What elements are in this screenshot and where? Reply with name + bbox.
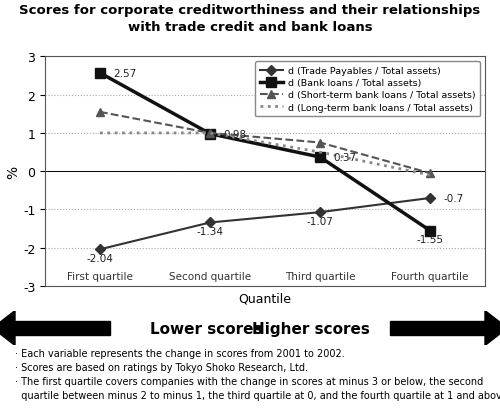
d (Bank loans / Total assets)	[207, 132, 213, 137]
d (Long-term bank loans / Total assets)	[207, 131, 213, 136]
d (Long-term bank loans / Total assets)	[427, 173, 433, 178]
Polygon shape	[485, 311, 500, 346]
Text: Scores for corporate creditworthiness and their relationships
with trade credit : Scores for corporate creditworthiness an…	[20, 4, 480, 34]
d (Trade Payables / Total assets)	[427, 196, 433, 201]
Text: -1.07: -1.07	[306, 216, 334, 226]
d (Trade Payables / Total assets)	[97, 247, 103, 252]
Text: · Scores are based on ratings by Tokyo Shoko Research, Ltd.: · Scores are based on ratings by Tokyo S…	[15, 362, 308, 372]
Line: d (Short-term bank loans / Total assets): d (Short-term bank loans / Total assets)	[96, 108, 434, 178]
d (Short-term bank loans / Total assets)	[207, 131, 213, 136]
Line: d (Trade Payables / Total assets): d (Trade Payables / Total assets)	[96, 195, 433, 253]
Text: 2.57: 2.57	[113, 69, 136, 79]
d (Trade Payables / Total assets)	[207, 220, 213, 225]
Polygon shape	[0, 311, 15, 346]
d (Long-term bank loans / Total assets)	[97, 131, 103, 136]
Text: 0.37: 0.37	[333, 153, 356, 163]
Text: 0.98: 0.98	[223, 129, 246, 139]
Y-axis label: %: %	[6, 165, 20, 178]
d (Trade Payables / Total assets)	[317, 210, 323, 215]
Text: Second quartile: Second quartile	[169, 272, 251, 282]
d (Long-term bank loans / Total assets)	[317, 150, 323, 155]
Text: Third quartile: Third quartile	[285, 272, 355, 282]
Line: d (Long-term bank loans / Total assets): d (Long-term bank loans / Total assets)	[100, 134, 430, 175]
d (Short-term bank loans / Total assets)	[317, 141, 323, 146]
Legend: d (Trade Payables / Total assets), d (Bank loans / Total assets), d (Short-term : d (Trade Payables / Total assets), d (Ba…	[255, 62, 480, 117]
d (Short-term bank loans / Total assets)	[97, 110, 103, 115]
Text: · Each variable represents the change in scores from 2001 to 2002.: · Each variable represents the change in…	[15, 348, 345, 358]
Text: -1.34: -1.34	[196, 226, 224, 236]
Text: -1.55: -1.55	[416, 234, 444, 244]
d (Bank loans / Total assets)	[317, 155, 323, 160]
Text: Higher scores: Higher scores	[252, 321, 370, 336]
Text: -2.04: -2.04	[86, 253, 114, 263]
Text: quartile between minus 2 to minus 1, the third quartile at 0, and the fourth qua: quartile between minus 2 to minus 1, the…	[15, 390, 500, 400]
Text: · The first quartile covers companies with the change in scores at minus 3 or be: · The first quartile covers companies wi…	[15, 376, 483, 386]
X-axis label: Quantile: Quantile	[238, 292, 292, 305]
d (Bank loans / Total assets)	[427, 229, 433, 234]
d (Bank loans / Total assets)	[97, 71, 103, 76]
Text: -0.7: -0.7	[443, 193, 464, 204]
Bar	[390, 321, 485, 335]
Line: d (Bank loans / Total assets): d (Bank loans / Total assets)	[95, 69, 435, 236]
Text: Fourth quartile: Fourth quartile	[392, 272, 468, 282]
d (Short-term bank loans / Total assets)	[427, 171, 433, 176]
Text: Lower scores: Lower scores	[150, 321, 262, 336]
Text: First quartile: First quartile	[67, 272, 133, 282]
Bar	[15, 321, 110, 335]
